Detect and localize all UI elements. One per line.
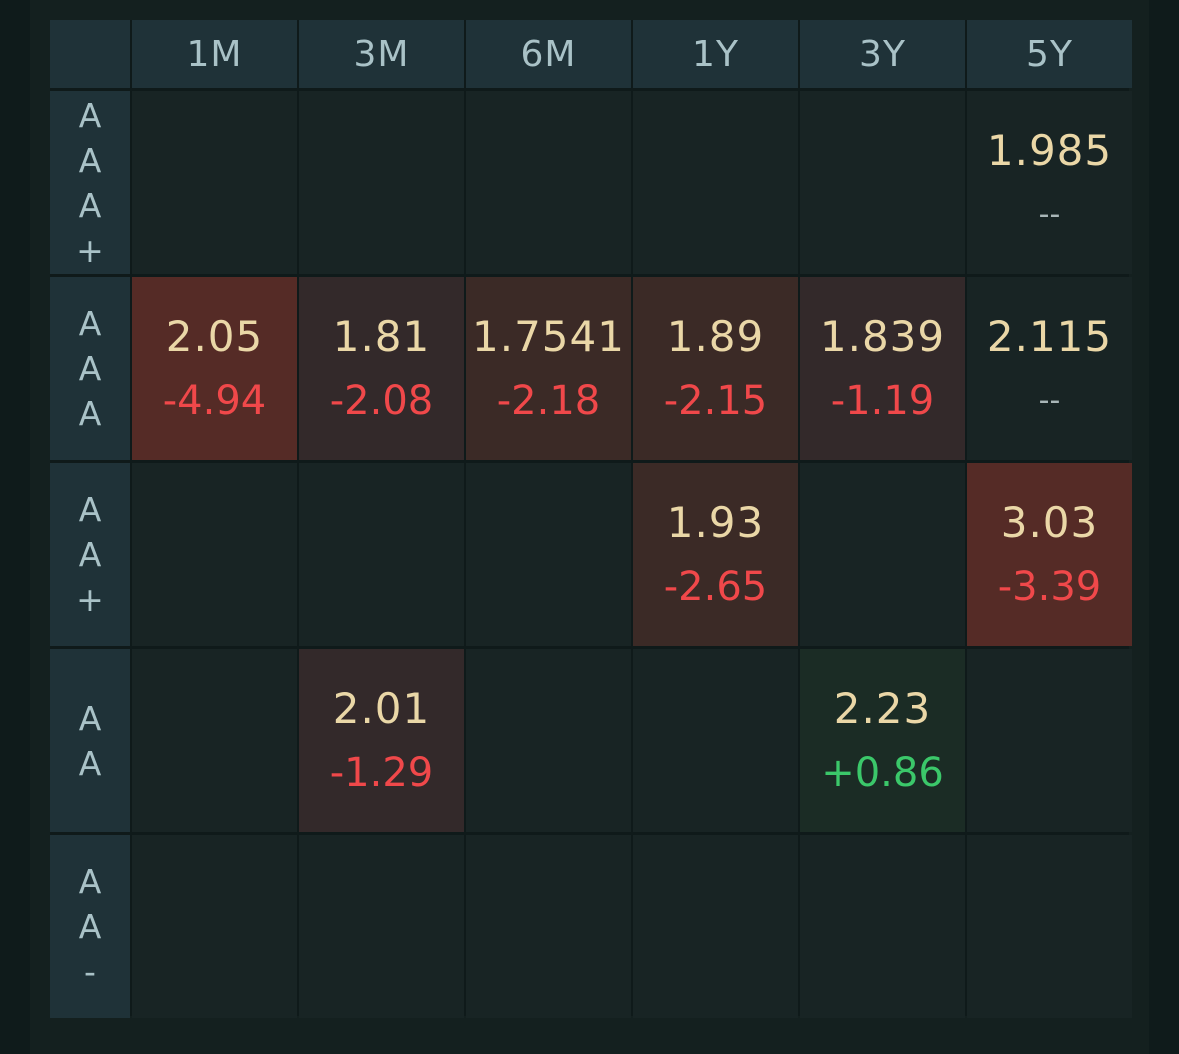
column-header-5y[interactable]: 5Y (967, 20, 1132, 88)
matrix-cell[interactable]: 2.05 -4.94 (132, 277, 297, 460)
matrix-cell[interactable]: 1.93 -2.65 (633, 463, 798, 646)
change-value: -- (1038, 196, 1061, 232)
yield-value: 1.7541 (472, 311, 625, 361)
matrix-cell (466, 91, 631, 274)
matrix-cell (299, 835, 464, 1018)
change-value: -1.29 (329, 749, 434, 796)
column-header-6m[interactable]: 6M (466, 20, 631, 88)
matrix-cell (800, 463, 965, 646)
matrix-cell[interactable]: 1.81 -2.08 (299, 277, 464, 460)
matrix-cell[interactable]: 2.115 -- (967, 277, 1132, 460)
yield-value: 1.839 (819, 311, 946, 361)
matrix-cell (299, 91, 464, 274)
matrix-cell (466, 649, 631, 832)
matrix-cell (967, 649, 1132, 832)
change-value: -4.94 (162, 377, 267, 424)
matrix-cell (132, 463, 297, 646)
change-value: +0.86 (821, 749, 944, 796)
column-header-1m[interactable]: 1M (132, 20, 297, 88)
matrix-cell[interactable]: 1.839 -1.19 (800, 277, 965, 460)
matrix-cell (633, 649, 798, 832)
column-header-3y[interactable]: 3Y (800, 20, 965, 88)
yield-value: 1.81 (332, 311, 431, 361)
row-header[interactable]: A A A + (50, 91, 130, 274)
matrix-cell (132, 649, 297, 832)
row-header[interactable]: A A (50, 649, 130, 832)
matrix-corner (50, 20, 130, 88)
yield-value: 2.01 (332, 683, 431, 733)
change-value: -3.39 (997, 563, 1102, 610)
yield-value: 2.23 (833, 683, 932, 733)
matrix-cell (299, 463, 464, 646)
matrix-cell[interactable]: 2.23 +0.86 (800, 649, 965, 832)
change-value: -2.18 (496, 377, 601, 424)
column-header-1y[interactable]: 1Y (633, 20, 798, 88)
matrix-cell[interactable]: 1.7541 -2.18 (466, 277, 631, 460)
matrix-cell[interactable]: 3.03 -3.39 (967, 463, 1132, 646)
matrix-cell[interactable]: 1.89 -2.15 (633, 277, 798, 460)
change-value: -- (1038, 382, 1061, 418)
column-header-3m[interactable]: 3M (299, 20, 464, 88)
change-value: -1.19 (830, 377, 935, 424)
yield-value: 1.93 (666, 497, 765, 547)
yield-value: 2.115 (986, 311, 1113, 361)
matrix-cell (633, 91, 798, 274)
matrix-cell (800, 835, 965, 1018)
yield-value: 2.05 (165, 311, 264, 361)
row-header[interactable]: A A A (50, 277, 130, 460)
matrix-cell (132, 835, 297, 1018)
matrix-cell (132, 91, 297, 274)
change-value: -2.15 (663, 377, 768, 424)
change-value: -2.65 (663, 563, 768, 610)
matrix-cell[interactable]: 2.01 -1.29 (299, 649, 464, 832)
yield-value: 1.89 (666, 311, 765, 361)
matrix-cell (466, 463, 631, 646)
matrix-cell[interactable]: 1.985 -- (967, 91, 1132, 274)
matrix-cell (633, 835, 798, 1018)
row-header[interactable]: A A - (50, 835, 130, 1018)
matrix-cell (800, 91, 965, 274)
row-header[interactable]: A A + (50, 463, 130, 646)
matrix-cell (967, 835, 1132, 1018)
change-value: -2.08 (329, 377, 434, 424)
yield-value: 3.03 (1000, 497, 1099, 547)
matrix-cell (466, 835, 631, 1018)
rating-tenor-matrix: 1M 3M 6M 1Y 3Y 5Y A A A +1.985 -- A A A 2.0… (50, 20, 1132, 1018)
yield-value: 1.985 (986, 125, 1113, 175)
